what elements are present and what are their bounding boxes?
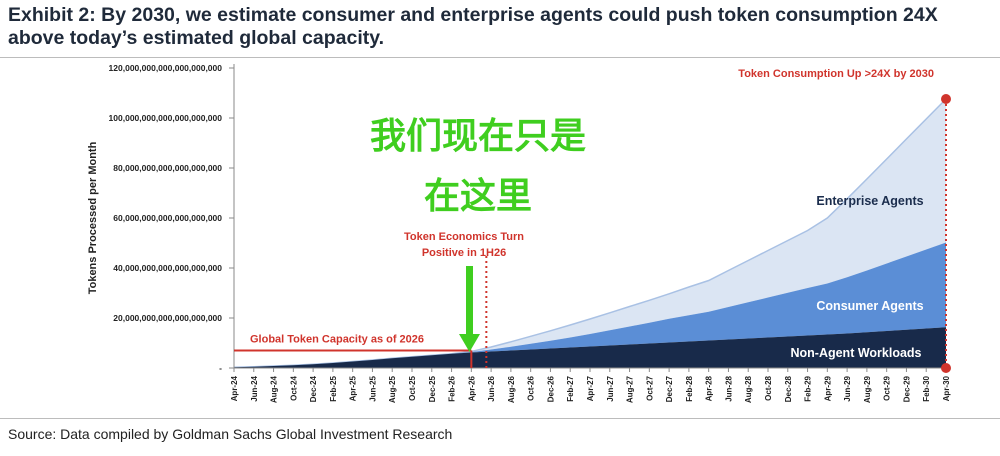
x-tick-label: Oct-24 (289, 375, 298, 400)
x-tick-label: Jun-27 (606, 375, 615, 401)
y-axis-title: Tokens Processed per Month (87, 141, 99, 294)
x-tick-label: Aug-28 (744, 375, 753, 403)
x-tick-label: Oct-25 (408, 375, 417, 400)
enterprise-agents-label: Enterprise Agents (816, 194, 923, 208)
y-tick-label: 40,000,000,000,000,000,000 (113, 263, 222, 273)
x-tick-label: Apr-26 (467, 375, 476, 401)
x-tick-label: Jun-24 (250, 375, 259, 401)
x-tick-label: Apr-24 (230, 375, 239, 401)
turn-label-line1: Token Economics Turn (404, 231, 524, 243)
capacity-label: Global Token Capacity as of 2026 (250, 334, 424, 346)
x-tick-label: Jun-29 (843, 375, 852, 401)
green-arrow-head (459, 334, 480, 352)
annotations: Non-Agent Workloads Consumer Agents Enterp… (234, 68, 951, 373)
y-tick-label: 100,000,000,000,000,000,000 (109, 113, 223, 123)
peak-marker-top (941, 94, 951, 104)
y-tick-label: 20,000,000,000,000,000,000 (113, 313, 222, 323)
y-tick-label: 120,000,000,000,000,000,000 (109, 63, 223, 73)
x-tick-label: Dec-29 (902, 375, 911, 402)
area-layers (233, 98, 947, 369)
x-tick-label: Aug-24 (270, 375, 279, 403)
peak-marker-bottom (941, 363, 951, 373)
x-tick-label: Feb-27 (566, 375, 575, 401)
non-agent-workloads-area (234, 327, 946, 368)
peak-label: Token Consumption Up >24X by 2030 (738, 68, 934, 80)
x-tick-label: Aug-26 (507, 375, 516, 403)
turn-label-line2: Positive in 1H26 (422, 247, 506, 259)
x-tick-label: Feb-26 (448, 375, 457, 401)
overlay-text-line2: 在这里 (424, 175, 532, 216)
x-tick-label: Apr-25 (349, 375, 358, 401)
x-tick-label: Oct-26 (527, 375, 536, 400)
x-tick-label: Apr-27 (586, 375, 595, 401)
x-tick-label: Dec-27 (665, 375, 674, 402)
x-tick-label: Oct-28 (764, 375, 773, 400)
x-tick-label: Dec-24 (309, 375, 318, 402)
y-tick-label: - (219, 363, 222, 373)
top-divider (0, 57, 1000, 58)
x-tick-label: Apr-30 (942, 375, 951, 401)
green-arrow-shaft (466, 266, 473, 336)
source-note: Source: Data compiled by Goldman Sachs G… (8, 426, 453, 442)
bottom-divider (0, 418, 1000, 419)
x-tick-label: Oct-27 (645, 375, 654, 400)
chart-title: Exhibit 2: By 2030, we estimate consumer… (8, 4, 938, 49)
x-tick-label: Aug-27 (626, 375, 635, 403)
x-tick-label: Apr-29 (823, 375, 832, 401)
y-tick-label: 80,000,000,000,000,000,000 (113, 163, 222, 173)
x-tick-label: Oct-29 (883, 375, 892, 400)
x-tick-label: Jun-28 (724, 375, 733, 401)
x-tick-label: Jun-25 (368, 375, 377, 401)
x-tick-label: Dec-28 (784, 375, 793, 402)
overlay-text-line1: 我们现在只是 (370, 115, 586, 156)
x-tick-label: Aug-25 (388, 375, 397, 403)
x-tick-label: Apr-28 (705, 375, 714, 401)
x-tick-label: Feb-30 (922, 375, 931, 401)
x-tick-label: Feb-28 (685, 375, 694, 401)
x-tick-label: Feb-29 (804, 375, 813, 401)
x-tick-label: Feb-25 (329, 375, 338, 401)
non-agent-workloads-label: Non-Agent Workloads (790, 346, 921, 360)
x-tick-label: Aug-29 (863, 375, 872, 403)
x-tick-label: Jun-26 (487, 375, 496, 401)
x-tick-label: Dec-26 (546, 375, 555, 402)
chart-canvas: - 20,000,000,000,000,000,000 40,000,000,00… (87, 63, 951, 403)
x-tick-label: Dec-25 (428, 375, 437, 402)
y-tick-label: 60,000,000,000,000,000,000 (113, 213, 222, 223)
axes: - 20,000,000,000,000,000,000 40,000,000,00… (87, 63, 951, 403)
consumer-agents-label: Consumer Agents (816, 299, 923, 313)
consumer-agents-area (234, 242, 946, 368)
